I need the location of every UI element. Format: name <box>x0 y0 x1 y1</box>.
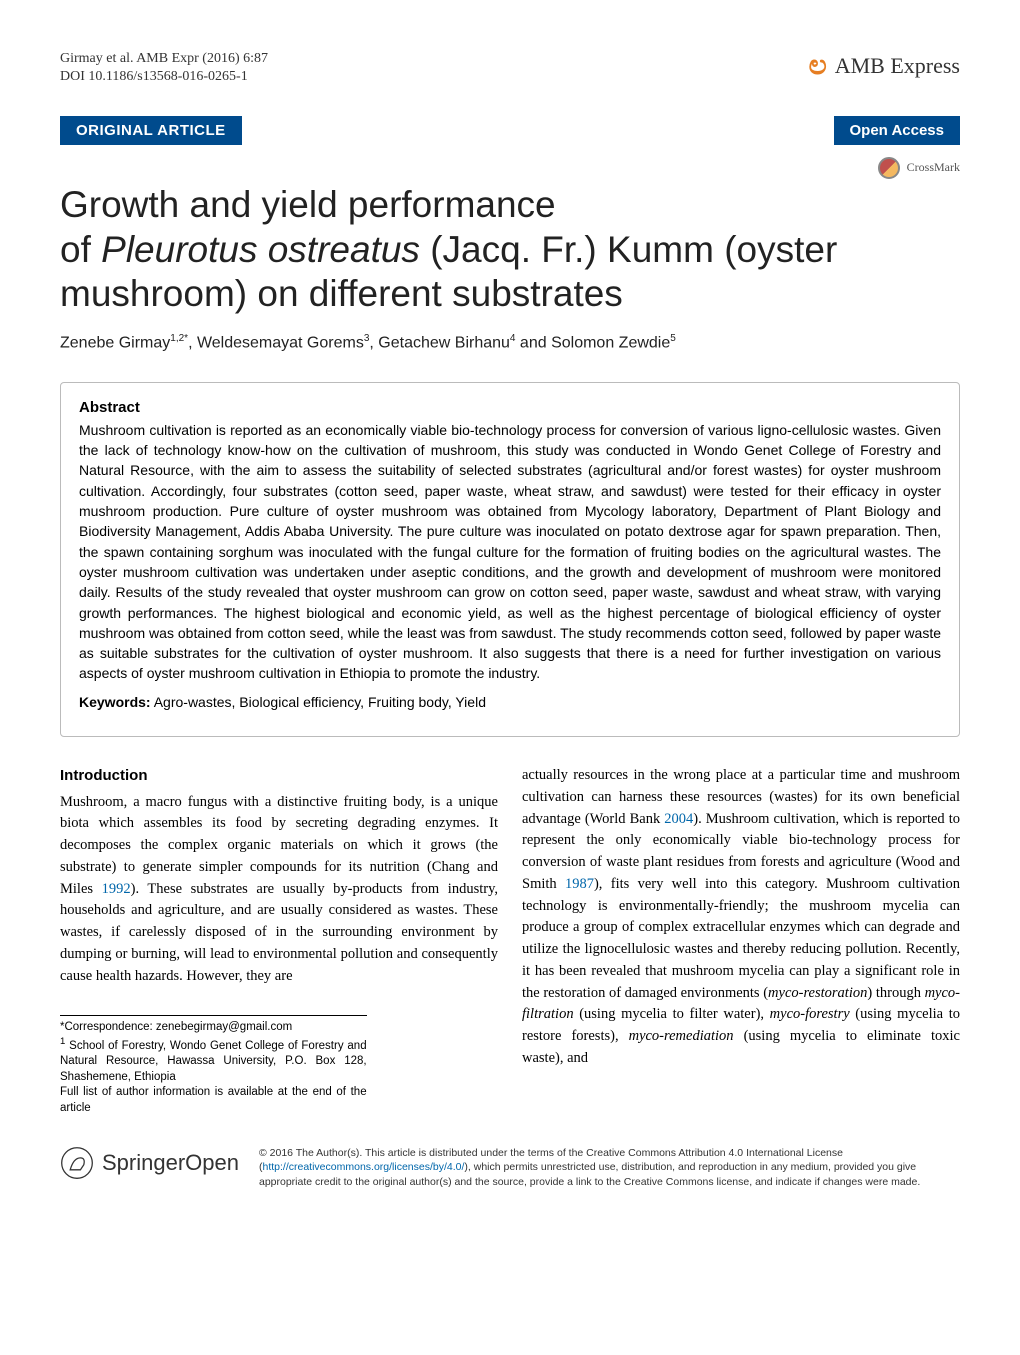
footnote-block: *Correspondence: zenebegirmay@gmail.com … <box>60 1015 367 1116</box>
license-text: © 2016 The Author(s). This article is di… <box>259 1146 960 1189</box>
correspondence-line: *Correspondence: zenebegirmay@gmail.com <box>60 1020 367 1036</box>
crossmark-badge[interactable]: CrossMark <box>60 157 960 179</box>
open-text: Open <box>185 1150 239 1176</box>
abstract-body: Mushroom cultivation is reported as an e… <box>79 420 941 684</box>
ref-worldbank-2004[interactable]: 2004 <box>664 811 693 827</box>
citation-block: Girmay et al. AMB Expr (2016) 6:87 DOI 1… <box>60 50 268 86</box>
cc-license-link[interactable]: http://creativecommons.org/licenses/by/4… <box>262 1161 464 1173</box>
affiliation-1: 1 School of Forestry, Wondo Genet Colleg… <box>60 1036 367 1085</box>
article-type-banner: ORIGINAL ARTICLE Open Access <box>60 116 960 145</box>
ref-chang-1992[interactable]: 1992 <box>102 881 131 897</box>
journal-logo: ಲ AMB Express <box>809 50 960 82</box>
citation-line2: DOI 10.1186/s13568-016-0265-1 <box>60 68 268 86</box>
abstract-box: Abstract Mushroom cultivation is reporte… <box>60 382 960 737</box>
article-type-label: ORIGINAL ARTICLE <box>60 116 242 145</box>
column-left: Introduction Mushroom, a macro fungus wi… <box>60 765 498 1116</box>
springer-text: Springer <box>102 1150 185 1176</box>
journal-swirl-icon: ಲ <box>809 50 827 82</box>
crossmark-label: CrossMark <box>907 160 960 174</box>
springeropen-logo: SpringerOpen <box>60 1146 239 1180</box>
keywords-text: Agro-wastes, Biological efficiency, Frui… <box>154 694 486 710</box>
crossmark-icon <box>878 157 900 179</box>
abstract-heading: Abstract <box>79 399 941 416</box>
author-list: Zenebe Girmay1,2*, Weldesemayat Gorems3,… <box>60 333 960 352</box>
citation-line1: Girmay et al. AMB Expr (2016) 6:87 <box>60 50 268 68</box>
keywords-line: Keywords: Agro-wastes, Biological effici… <box>79 692 941 712</box>
intro-para-right: actually resources in the wrong place at… <box>522 765 960 1070</box>
springer-horse-icon <box>60 1146 94 1180</box>
page-header: Girmay et al. AMB Expr (2016) 6:87 DOI 1… <box>60 50 960 86</box>
page-footer: SpringerOpen © 2016 The Author(s). This … <box>60 1146 960 1189</box>
body-columns: Introduction Mushroom, a macro fungus wi… <box>60 765 960 1116</box>
intro-para-left: Mushroom, a macro fungus with a distinct… <box>60 792 498 988</box>
open-access-label: Open Access <box>834 116 961 145</box>
article-title: Growth and yield performance of Pleurotu… <box>60 183 960 316</box>
column-right: actually resources in the wrong place at… <box>522 765 960 1116</box>
ref-wood-1987[interactable]: 1987 <box>565 876 594 892</box>
journal-name: AMB Express <box>835 53 960 79</box>
full-author-list-note: Full list of author information is avail… <box>60 1085 367 1116</box>
introduction-heading: Introduction <box>60 765 498 788</box>
keywords-label: Keywords: <box>79 694 151 710</box>
